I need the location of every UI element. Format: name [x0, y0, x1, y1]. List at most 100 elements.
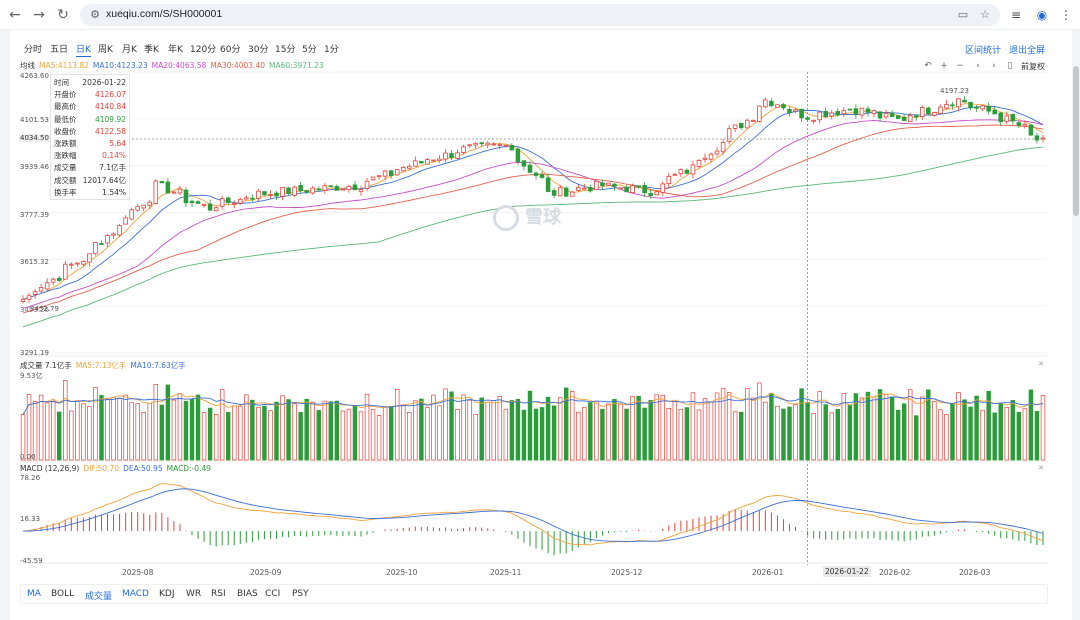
volume-bar	[781, 408, 786, 461]
zoom-in-icon[interactable]: +	[940, 61, 948, 71]
volume-bar	[93, 387, 98, 461]
period-tab-11[interactable]: 5分	[302, 45, 317, 55]
indicator-tab-0[interactable]: MA	[27, 589, 41, 599]
info-key: 涨跌幅	[54, 151, 77, 161]
candle-body	[998, 112, 1004, 123]
cast-icon[interactable]: ▭	[957, 8, 969, 21]
reset-icon[interactable]: ▯	[1007, 61, 1013, 71]
candle-body	[883, 112, 889, 118]
period-tab-4[interactable]: 月K	[122, 45, 137, 55]
indicator-tab-1[interactable]: BOLL	[51, 589, 75, 599]
indicator-tab-2[interactable]: 成交量	[85, 592, 113, 602]
period-tab-0[interactable]: 分时	[24, 45, 43, 55]
volume-bar	[225, 412, 231, 461]
max-price-marker: 4197.23	[940, 87, 969, 95]
volume-bar	[26, 394, 32, 461]
info-value: 1.54%	[102, 187, 126, 197]
candle-body	[437, 158, 442, 162]
indicator-tab-6[interactable]: RSI	[211, 589, 226, 599]
volume-bar	[491, 400, 496, 461]
indicator-tab-3[interactable]: MACD	[122, 589, 149, 599]
volume-bar	[714, 392, 720, 461]
volume-bar	[551, 405, 557, 461]
indicator-tab-8[interactable]: CCI	[265, 589, 281, 599]
candle-body	[407, 165, 412, 169]
site-info-icon[interactable]: ⚙	[90, 8, 100, 21]
indicator-tab-4[interactable]: KDJ	[159, 589, 175, 599]
candle-body	[105, 235, 110, 244]
bookmark-star-icon[interactable]: ☆	[980, 8, 990, 21]
candle-body	[461, 146, 466, 153]
scrollbar-thumb[interactable]	[1073, 66, 1079, 216]
period-tab-12[interactable]: 1分	[324, 45, 339, 55]
period-tab-10[interactable]: 15分	[275, 45, 296, 55]
indicator-tab-7[interactable]: BIAS	[237, 589, 258, 599]
candle-body	[93, 241, 98, 255]
info-row: 涨跌幅 0.14%	[54, 150, 126, 162]
scrollbar-track[interactable]	[1072, 30, 1080, 620]
indicator-tab-5[interactable]: WR	[186, 589, 202, 599]
address-bar[interactable]: ⚙ xueqiu.com/S/SH000001	[80, 4, 1000, 26]
volume-bar	[75, 400, 80, 461]
url-text[interactable]: xueqiu.com/S/SH000001	[106, 8, 223, 20]
period-tab-2[interactable]: 日K	[76, 42, 91, 57]
candle-body	[944, 104, 949, 109]
period-tab-1[interactable]: 五日	[50, 45, 69, 55]
period-tab-6[interactable]: 年K	[168, 45, 183, 55]
candle-body	[588, 187, 593, 192]
adjust-price-toggle[interactable]: 前复权	[1021, 62, 1045, 71]
period-tab-7[interactable]: 120分	[190, 45, 217, 55]
macd-legend-label: MACD (12,26,9)	[20, 464, 80, 473]
info-key: 成交量	[54, 163, 77, 173]
scroll-left-icon[interactable]: ‹	[976, 61, 980, 71]
scroll-right-icon[interactable]: ›	[992, 61, 996, 71]
volume-bar	[165, 384, 171, 461]
volume-bar	[696, 409, 702, 461]
exit-fullscreen-link[interactable]: 退出全屏	[1009, 46, 1046, 56]
close-volume-icon[interactable]: ✕	[1038, 360, 1044, 368]
macd-legend-item: DEA:50.95	[123, 464, 163, 473]
volume-bar	[926, 389, 931, 461]
undo-icon[interactable]: ↶	[924, 61, 932, 71]
range-stats-link[interactable]: 区间统计	[965, 46, 1002, 56]
close-macd-icon[interactable]: ✕	[1038, 464, 1044, 472]
current-price-marker: 4034.50	[19, 134, 50, 142]
candle-body	[38, 287, 44, 292]
forward-icon[interactable]: →	[33, 7, 45, 23]
volume-bar	[207, 407, 213, 461]
reading-list-icon[interactable]: ≡	[1010, 8, 1022, 22]
candle-body	[847, 108, 853, 111]
info-value: 2026-01-22	[82, 78, 126, 87]
period-tab-9[interactable]: 30分	[248, 45, 269, 55]
info-row: 最低价 4109.92	[54, 114, 126, 126]
ma-legend-item: MA5:4113.82	[39, 61, 89, 70]
candle-body	[624, 187, 629, 193]
volume-bar	[588, 402, 593, 461]
candle-body	[256, 190, 261, 199]
volume-bar	[135, 403, 140, 461]
ma60-line	[22, 146, 1044, 328]
candle-body	[69, 263, 74, 266]
period-tab-3[interactable]: 周K	[98, 45, 113, 55]
menu-icon[interactable]: ⋮	[1060, 8, 1072, 22]
period-tab-8[interactable]: 60分	[220, 45, 241, 55]
candle-body	[648, 193, 653, 196]
candle-body	[630, 185, 635, 193]
info-row: 时间 2026-01-22	[54, 77, 126, 89]
candle-body	[81, 261, 86, 265]
reload-icon[interactable]: ↻	[57, 7, 69, 23]
macd-axis-label: 16.33	[20, 515, 41, 523]
zoom-out-icon[interactable]: −	[956, 61, 964, 71]
volume-bar	[443, 388, 448, 461]
volume-bar	[437, 405, 442, 461]
candle-body	[177, 188, 183, 194]
back-icon[interactable]: ←	[9, 7, 21, 23]
candle-body	[56, 277, 62, 281]
candle-body	[364, 180, 370, 189]
period-tab-5[interactable]: 季K	[144, 45, 159, 55]
volume-bar	[63, 380, 68, 461]
indicator-tab-9[interactable]: PSY	[292, 589, 309, 599]
profile-icon[interactable]: ◉	[1036, 8, 1048, 22]
candle-body	[117, 225, 122, 236]
